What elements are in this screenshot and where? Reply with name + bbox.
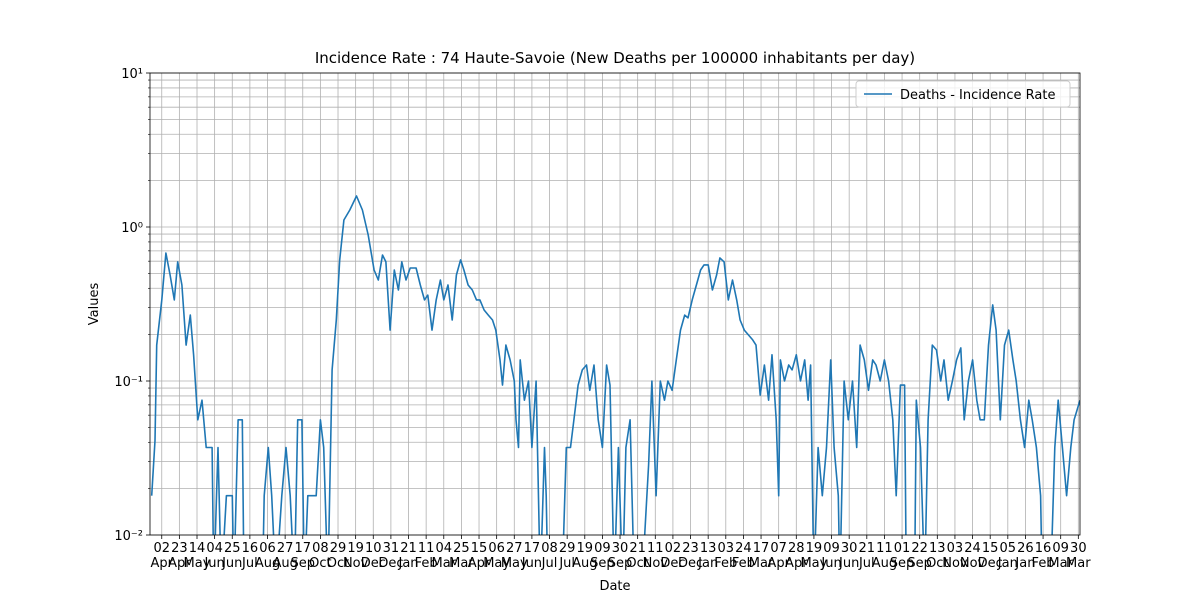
x-tick-label: 13 Oct (926, 541, 948, 571)
x-tick-label: 19 Nov (343, 541, 369, 571)
x-tick-label: 11 Nov (643, 541, 669, 571)
x-tick-label: 30 Mar (1066, 541, 1091, 571)
x-tick-label: 21 Oct (626, 541, 648, 571)
x-tick-label: 09 Jun (820, 541, 841, 571)
x-tick-label: 01 Sep (890, 541, 915, 571)
x-tick-label: 19 May (800, 541, 827, 571)
x-tick-label: 02 Dec (660, 541, 685, 571)
x-tick-label: 10 Dec (361, 541, 386, 571)
x-tick-label: 24 Feb (732, 541, 755, 571)
x-tick-label: 06 May (483, 541, 510, 571)
x-tick-label: 31 Dec (378, 541, 403, 571)
plot-frame (149, 72, 1081, 536)
y-tick-label: 10¹ (121, 67, 143, 82)
x-tick-label: 25 Jun (221, 541, 242, 571)
legend-label: Deaths - Incidence Rate (900, 88, 1055, 103)
x-tick-label: 17 Jun (521, 541, 542, 571)
x-tick-label: 16 Feb (1032, 541, 1055, 571)
x-tick-label: 06 Aug (255, 541, 280, 571)
x-tick-label: 29 Oct (327, 541, 349, 571)
x-tick-label: 09 Mar (1048, 541, 1073, 571)
y-tick-label: 10⁰ (121, 221, 143, 236)
x-tick-label: 14 May (184, 541, 211, 571)
x-tick-label: 17 Mar (749, 541, 774, 571)
x-tick-label: 03 Nov (942, 541, 968, 571)
x-tick-label: 17 Sep (291, 541, 316, 571)
x-tick-label: 21 Jan (397, 541, 418, 571)
x-tick-label: 30 Sep (608, 541, 633, 571)
x-tick-label: 27 May (501, 541, 528, 571)
x-tick-label: 04 Mar (432, 541, 457, 571)
legend-box (855, 80, 1071, 108)
y-axis-label: Values (87, 283, 102, 326)
x-tick-label: 24 Nov (960, 541, 986, 571)
x-tick-label: 23 Dec (678, 541, 703, 571)
x-axis-label: Date (599, 579, 630, 594)
x-tick-label: 11 Feb (415, 541, 438, 571)
x-tick-label: 26 Jan (1014, 541, 1035, 571)
x-tick-label: 08 Oct (309, 541, 331, 571)
y-tick-label: 10⁻¹ (114, 375, 143, 390)
x-tick-label: 16 Jul (241, 541, 258, 571)
x-tick-label: 25 Mar (449, 541, 474, 571)
x-tick-label: 19 Aug (572, 541, 597, 571)
data-line (150, 195, 1080, 535)
x-tick-label: 11 Aug (872, 541, 897, 571)
x-tick-label: 07 Apr (767, 541, 790, 571)
x-tick-label: 02 Apr (151, 541, 174, 571)
x-tick-label: 28 Apr (785, 541, 808, 571)
x-tick-label: 13 Jan (697, 541, 718, 571)
x-tick-label: 15 Apr (468, 541, 491, 571)
x-tick-label: 30 Jun (838, 541, 859, 571)
x-tick-label: 03 Feb (714, 541, 737, 571)
x-tick-label: 29 Jul (558, 541, 575, 571)
x-tick-label: 05 Jan (997, 541, 1018, 571)
x-tick-label: 27 Aug (272, 541, 297, 571)
x-tick-label: 22 Sep (907, 541, 932, 571)
x-tick-label: 21 Jul (858, 541, 875, 571)
x-tick-label: 15 Dec (978, 541, 1003, 571)
x-tick-label: 23 Apr (168, 541, 191, 571)
y-tick-label: 10⁻² (114, 529, 143, 544)
x-tick-label: 08 Jul (541, 541, 558, 571)
x-tick-label: 04 Jun (203, 541, 224, 571)
x-tick-label: 09 Sep (590, 541, 615, 571)
chart-title: Incidence Rate : 74 Haute-Savoie (New De… (315, 49, 915, 67)
